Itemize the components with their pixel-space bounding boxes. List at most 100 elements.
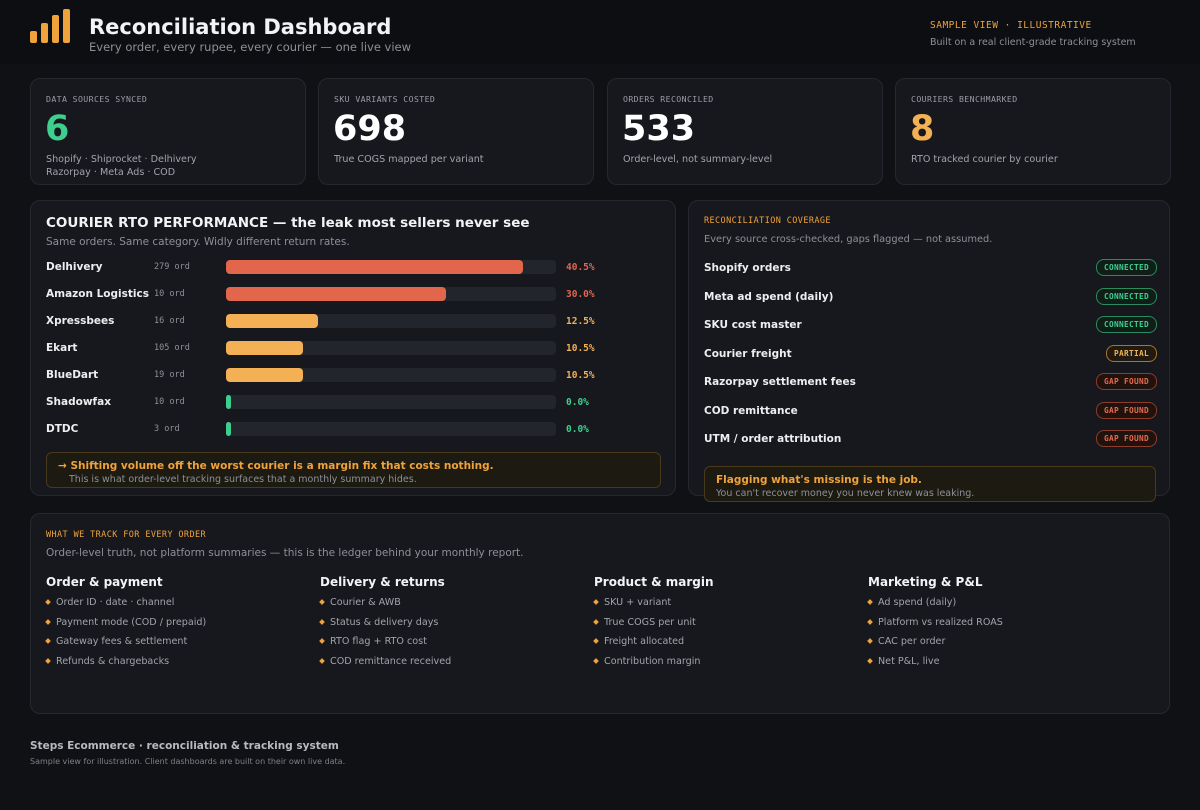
tracking-field-label: Refunds & chargebacks	[56, 655, 170, 667]
stat-description: Shopify · Shiprocket · Delhivery Razorpa…	[46, 153, 197, 179]
coverage-row: SKU cost master CONNECTED	[704, 316, 1157, 334]
coverage-row: UTM / order attribution GAP FOUND	[704, 430, 1157, 448]
courier-name: BlueDart	[46, 369, 99, 381]
diamond-bullet-icon	[45, 657, 51, 664]
page-title: Reconciliation Dashboard	[89, 15, 392, 39]
page-header: Reconciliation Dashboard Every order, ev…	[0, 0, 1200, 64]
tracking-field: Contribution margin	[593, 655, 854, 676]
coverage-callout: Flagging what's missing is the job. You …	[704, 466, 1156, 502]
rto-percentage: 10.5%	[566, 370, 595, 381]
footer-title: Steps Ecommerce · reconciliation & track…	[30, 740, 339, 752]
rto-row: BlueDart 19 ord 10.5%	[46, 366, 666, 386]
status-badge: CONNECTED	[1096, 287, 1157, 305]
rto-panel-subtitle: Same orders. Same category. Widly differ…	[46, 236, 350, 248]
courier-order-count: 105 ord	[154, 343, 190, 353]
tracking-column-title: Order & payment	[46, 575, 163, 589]
courier-rto-panel: COURIER RTO PERFORMANCE — the leak most …	[30, 200, 676, 496]
tracking-field: Payment mode (COD / prepaid)	[45, 616, 306, 637]
diamond-bullet-icon	[867, 599, 873, 605]
rto-percentage: 40.5%	[566, 262, 595, 273]
tracking-field-label: True COGS per unit	[604, 616, 696, 628]
diamond-bullet-icon	[319, 657, 325, 664]
courier-name: Delhivery	[46, 261, 103, 273]
rto-bar-track	[226, 422, 556, 436]
rto-bar	[226, 341, 303, 355]
rto-row: Xpressbees 16 ord 12.5%	[46, 312, 666, 332]
stat-label: SKU VARIANTS COSTED	[334, 94, 436, 104]
diamond-bullet-icon	[45, 638, 51, 644]
courier-order-count: 3 ord	[154, 424, 180, 434]
sample-view-tag: SAMPLE VIEW · ILLUSTRATIVE	[930, 20, 1092, 31]
status-badge: GAP FOUND	[1096, 373, 1157, 390]
stat-description: Order-level, not summary-level	[623, 154, 773, 165]
rto-bar	[226, 368, 303, 382]
tracking-field-label: Platform vs realized ROAS	[878, 616, 1003, 628]
rto-bar-track	[226, 260, 556, 274]
rto-bar	[226, 314, 318, 328]
diamond-bullet-icon	[319, 638, 325, 644]
stat-value: 8	[910, 109, 935, 149]
status-badge: CONNECTED	[1096, 259, 1157, 276]
coverage-source-name: UTM / order attribution	[704, 433, 842, 445]
rto-panel-title: COURIER RTO PERFORMANCE — the leak most …	[46, 215, 530, 231]
diamond-bullet-icon	[593, 657, 599, 664]
rto-bar	[226, 287, 446, 301]
diamond-bullet-icon	[867, 638, 873, 644]
tracking-column: Delivery & returns Courier & AWB Status & …	[319, 575, 580, 675]
tracking-field: CAC per order	[867, 636, 1128, 656]
courier-name: DTDC	[46, 423, 79, 435]
rto-bar	[226, 395, 231, 409]
tracking-field-label: Payment mode (COD / prepaid)	[56, 616, 207, 628]
stat-description: RTO tracked courier by courier	[911, 154, 1058, 165]
tracking-field-label: Order ID · date · channel	[56, 597, 175, 608]
tracking-field-label: COD remittance received	[330, 655, 452, 667]
tracking-field-label: Contribution margin	[604, 655, 701, 667]
diamond-bullet-icon	[593, 638, 599, 644]
stat-label: COURIERS BENCHMARKED	[911, 94, 1018, 104]
stat-description: True COGS mapped per variant	[334, 154, 484, 165]
courier-order-count: 10 ord	[154, 289, 185, 299]
tracking-column: Product & margin SKU + variant True COGS p…	[593, 575, 854, 676]
tracking-field: RTO flag + RTO cost	[319, 636, 580, 656]
tracking-column-title: Product & margin	[594, 575, 714, 589]
courier-order-count: 16 ord	[154, 316, 185, 326]
rto-row: Amazon Logistics 10 ord 30.0%	[46, 285, 666, 305]
coverage-source-name: COD remittance	[704, 404, 798, 417]
coverage-panel-label: RECONCILIATION COVERAGE	[704, 216, 831, 226]
tracking-field: Net P&L, live	[867, 656, 1128, 676]
tracking-field: Platform vs realized ROAS	[867, 616, 1128, 637]
rto-row: Delhivery 279 ord 40.5%	[46, 258, 666, 278]
coverage-row: Courier freight PARTIAL	[704, 344, 1157, 363]
stat-value: 533	[622, 109, 696, 149]
tracking-field: Refunds & chargebacks	[45, 655, 306, 676]
status-badge: GAP FOUND	[1096, 430, 1157, 447]
rto-percentage: 30.0%	[566, 289, 595, 300]
rto-percentage: 10.5%	[566, 343, 595, 354]
courier-name: Xpressbees	[46, 315, 115, 327]
rto-bar	[226, 260, 523, 274]
status-badge: GAP FOUND	[1096, 401, 1157, 419]
tracking-field: True COGS per unit	[593, 616, 854, 637]
tracking-field: Gateway fees & settlement	[45, 636, 306, 656]
coverage-source-name: SKU cost master	[704, 319, 802, 331]
page-subtitle: Every order, every rupee, every courier …	[89, 40, 412, 54]
stat-value: 6	[45, 109, 70, 149]
sample-view-note: Built on a real client-grade tracking sy…	[930, 37, 1136, 48]
tracking-column-title: Delivery & returns	[320, 575, 445, 589]
coverage-row: Shopify orders CONNECTED	[704, 259, 1157, 277]
tracking-field-label: CAC per order	[878, 636, 946, 647]
rto-row: Ekart 105 ord 10.5%	[46, 339, 666, 359]
diamond-bullet-icon	[45, 599, 51, 605]
coverage-source-name: Razorpay settlement fees	[704, 376, 856, 388]
courier-order-count: 10 ord	[154, 397, 185, 407]
diamond-bullet-icon	[319, 618, 325, 625]
rto-percentage: 12.5%	[566, 316, 595, 327]
courier-order-count: 19 ord	[154, 370, 185, 380]
rto-callout-note: This is what order-level tracking surfac…	[69, 474, 417, 485]
courier-name: Amazon Logistics	[46, 288, 149, 300]
courier-name: Shadowfax	[46, 396, 111, 408]
tracking-field: Ad spend (daily)	[867, 597, 1128, 617]
footer-note: Sample view for illustration. Client das…	[30, 757, 346, 766]
coverage-callout-headline: Flagging what's missing is the job.	[716, 474, 922, 486]
coverage-source-name: Meta ad spend (daily)	[704, 290, 834, 303]
